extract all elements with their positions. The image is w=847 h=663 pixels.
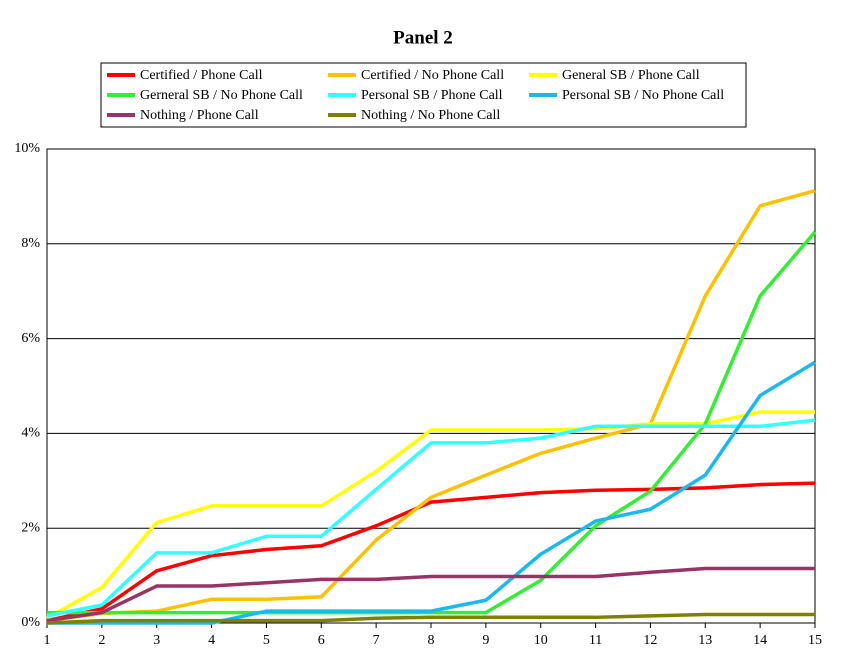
legend-label: Personal SB / Phone Call	[361, 88, 503, 103]
x-tick-label: 5	[263, 633, 270, 648]
legend-label: Gerneral SB / No Phone Call	[140, 88, 303, 103]
x-tick-label: 9	[482, 633, 489, 648]
series-line	[46, 566, 815, 623]
legend-label: Certified / Phone Call	[140, 68, 263, 83]
y-tick-label: 6%	[21, 331, 40, 346]
y-tick-label: 10%	[14, 141, 40, 156]
y-tick-label: 4%	[21, 426, 40, 441]
y-tick-label: 2%	[21, 520, 40, 535]
x-tick-label: 11	[589, 633, 602, 648]
series-line	[46, 189, 816, 623]
x-tick-label: 3	[153, 633, 160, 648]
legend-box	[100, 62, 747, 128]
x-tick-label: 15	[808, 633, 822, 648]
x-tick-label: 1	[44, 633, 51, 648]
legend-label: Certified / No Phone Call	[361, 68, 504, 83]
series-line	[47, 360, 816, 625]
y-tick-label: 0%	[21, 615, 40, 630]
x-tick-label: 2	[98, 633, 105, 648]
x-tick-label: 14	[753, 633, 767, 648]
x-tick-label: 8	[428, 633, 435, 648]
series-line	[46, 418, 816, 618]
series-line	[46, 612, 815, 625]
x-tick-label: 4	[208, 633, 215, 648]
x-tick-label: 10	[534, 633, 548, 648]
chart-title: Panel 2	[393, 27, 453, 48]
legend-label: Nothing / No Phone Call	[361, 108, 500, 123]
y-tick-label: 8%	[21, 236, 40, 251]
x-tick-label: 7	[373, 633, 380, 648]
x-tick-label: 6	[318, 633, 325, 648]
series-line	[46, 410, 815, 620]
legend-label: Personal SB / No Phone Call	[562, 88, 724, 103]
legend-label: Nothing / Phone Call	[140, 108, 259, 123]
legend-label: General SB / Phone Call	[562, 68, 700, 83]
x-tick-label: 13	[698, 633, 712, 648]
x-tick-label: 12	[643, 633, 657, 648]
